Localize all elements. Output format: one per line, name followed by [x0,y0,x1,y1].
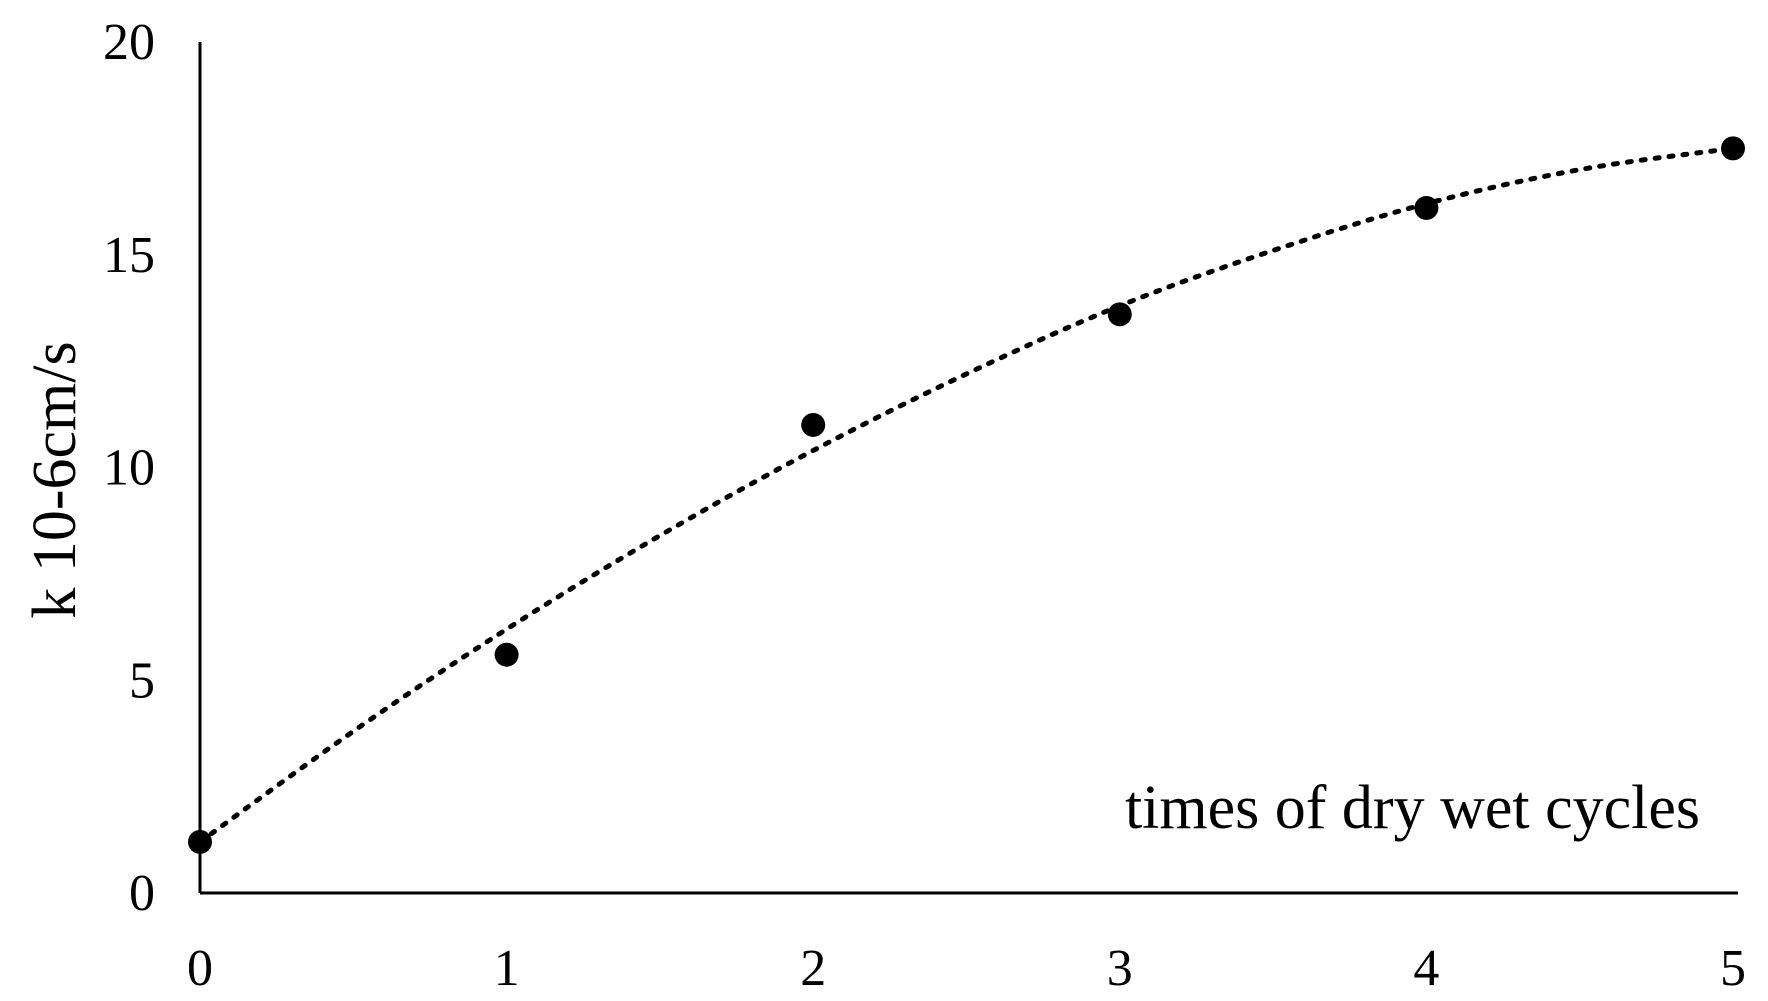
y-tick-labels: 0 5 10 15 20 [103,14,155,922]
x-tick-label: 5 [1720,940,1746,997]
x-tick-label: 0 [187,940,213,997]
x-tick-labels: 0 1 2 3 4 5 [187,940,1746,997]
x-tick-label: 1 [494,940,520,997]
x-tick-label: 2 [800,940,826,997]
y-tick-label: 15 [103,227,155,284]
data-point [188,829,212,854]
x-axis-title: times of dry wet cycles [1125,774,1700,842]
data-point [1107,302,1132,327]
data-point [1414,195,1439,220]
trendline [197,145,1736,845]
data-points [188,136,1745,854]
y-tick-label: 10 [103,440,155,497]
y-tick-label: 5 [129,652,155,709]
y-tick-label: 20 [103,14,155,71]
y-axis-title: k 10-6cm/s [21,341,89,618]
x-tick-label: 3 [1107,940,1133,997]
data-point [801,412,826,437]
data-point [494,642,519,667]
y-tick-label: 0 [129,865,155,922]
data-point [1721,136,1745,161]
x-tick-label: 4 [1413,940,1439,997]
